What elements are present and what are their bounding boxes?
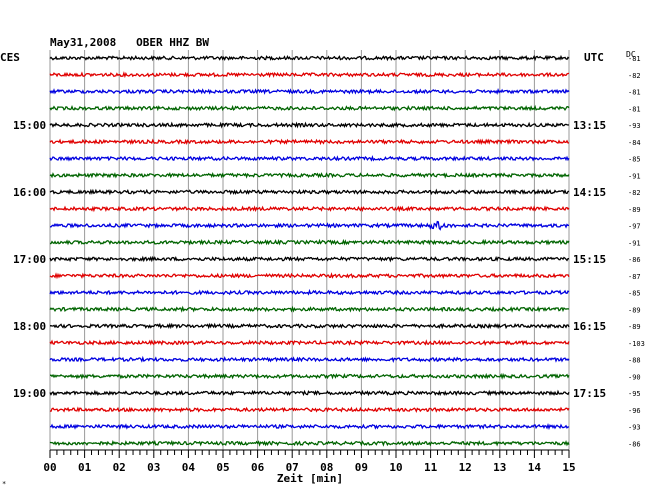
trace-7	[49, 155, 570, 162]
x-tick-label-12: 12	[459, 461, 472, 474]
x-axis: 00 01 02 03 04 05 06 07 08 09 10 11 12 13 14 15	[43, 449, 576, 474]
trace-18	[49, 339, 570, 347]
trace-6	[49, 138, 570, 146]
trace-15	[49, 288, 570, 296]
dc-offset-label: -89	[628, 206, 641, 214]
dc-offset-label: -84	[628, 139, 641, 147]
trace-21	[49, 389, 570, 397]
trace-1	[49, 54, 570, 62]
right-hour-label-1415: 14:15	[573, 186, 606, 199]
dc-offset-label: -85	[628, 156, 641, 164]
trace-24	[49, 439, 570, 447]
right-hour-label-1515: 15:15	[573, 253, 606, 266]
left-hour-label-1600: 16:00	[13, 186, 46, 199]
dc-offset-label: -95	[628, 390, 641, 398]
right-hour-label-1315: 13:15	[573, 119, 606, 132]
trace-group	[49, 54, 570, 447]
x-tick-label-06: 06	[251, 461, 265, 474]
dc-offset-label: -82	[628, 189, 641, 197]
trace-22	[49, 406, 570, 414]
left-timezone-label: CES	[0, 51, 20, 64]
dc-offset-label: -93	[628, 424, 641, 432]
dc-offset-label: -86	[628, 440, 641, 448]
trace-20	[49, 372, 570, 380]
dc-offset-label: -103	[628, 340, 645, 348]
grid-lines	[49, 50, 570, 450]
dc-offset-label: -97	[628, 223, 641, 231]
x-tick-label-03: 03	[147, 461, 160, 474]
dc-offset-label: -90	[628, 373, 641, 381]
left-hour-label-1800: 18:00	[13, 320, 46, 333]
trace-12	[49, 238, 570, 246]
corner-mark: *	[2, 480, 6, 488]
chart-title: May31,2008 OBER HHZ BW	[50, 36, 209, 49]
trace-8	[49, 171, 570, 179]
dc-offset-label: -81	[628, 89, 641, 97]
left-hour-label-1500: 15:00	[13, 119, 46, 132]
dc-offset-label: -89	[628, 323, 641, 331]
x-tick-label-15: 15	[562, 461, 575, 474]
dc-offset-label: -96	[628, 407, 641, 415]
x-tick-label-11: 11	[424, 461, 438, 474]
right-hour-label-1715: 17:15	[573, 387, 606, 400]
trace-23	[49, 422, 570, 431]
x-tick-label-05: 05	[216, 461, 229, 474]
x-tick-label-13: 13	[493, 461, 506, 474]
x-axis-label: Zeit [min]	[277, 472, 343, 485]
trace-2	[49, 71, 570, 79]
dc-offset-label: -89	[628, 306, 641, 314]
x-tick-label-14: 14	[528, 461, 542, 474]
x-tick-label-01: 01	[78, 461, 92, 474]
trace-4	[49, 104, 570, 112]
dc-offset-label: -85	[628, 290, 641, 298]
right-timezone-label: UTC	[584, 51, 604, 64]
trace-3	[49, 88, 570, 95]
trace-19	[49, 355, 570, 364]
x-tick-label-09: 09	[355, 461, 368, 474]
dc-offset-label: -81	[628, 55, 641, 63]
dc-offset-label: -91	[628, 239, 641, 247]
dc-header: DC	[626, 50, 636, 59]
trace-9	[49, 188, 570, 196]
dc-offset-label: -81	[628, 105, 641, 113]
x-tick-label-07: 07	[286, 461, 299, 474]
dc-offset-label: -93	[628, 122, 641, 130]
left-hour-label-1900: 19:00	[13, 387, 46, 400]
trace-13	[49, 255, 569, 263]
trace-5	[49, 121, 570, 129]
trace-14	[49, 272, 570, 280]
dc-offset-label: -91	[628, 172, 641, 180]
trace-10	[49, 205, 570, 213]
label-group: 15:00 16:00 17:00 18:00 19:00 13:15 14:15 15:15…	[13, 55, 645, 448]
right-hour-label-1615: 16:15	[573, 320, 606, 333]
dc-offset-label: -88	[628, 357, 641, 365]
x-tick-label-08: 08	[320, 461, 333, 474]
x-tick-label-00: 00	[43, 461, 56, 474]
trace-16	[49, 305, 570, 313]
dc-offset-label: -87	[628, 273, 641, 281]
x-tick-label-10: 10	[389, 461, 402, 474]
dc-offset-label: -82	[628, 72, 641, 80]
x-tick-label-02: 02	[113, 461, 126, 474]
x-tick-label-04: 04	[182, 461, 196, 474]
dc-offset-label: -86	[628, 256, 641, 264]
left-hour-label-1700: 17:00	[13, 253, 46, 266]
trace-17	[49, 322, 570, 330]
trace-11	[50, 220, 570, 231]
